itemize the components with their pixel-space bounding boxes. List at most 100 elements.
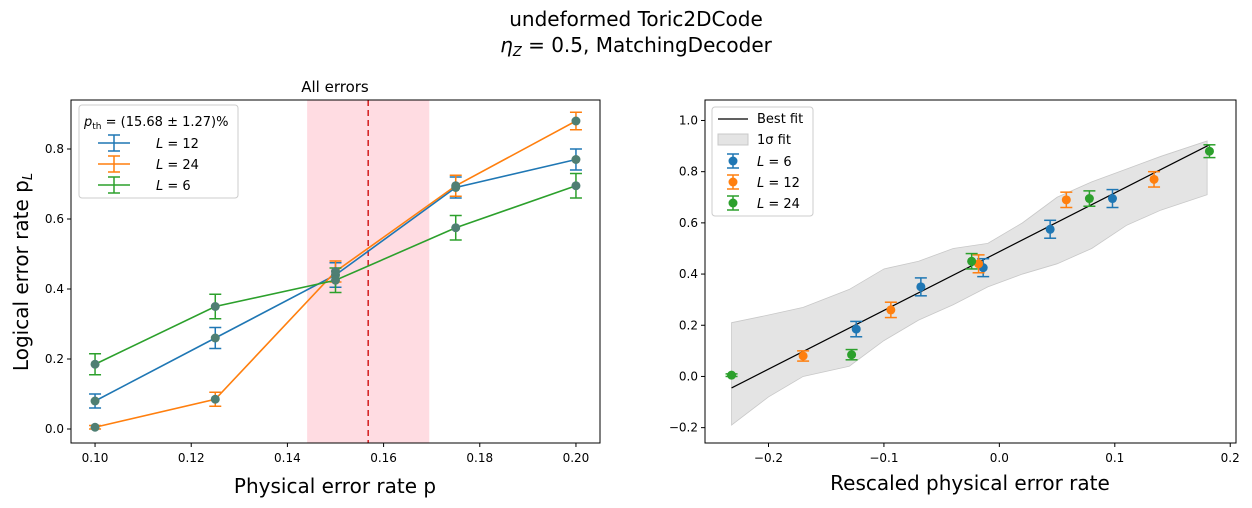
right-legend-label-var: L (757, 155, 764, 170)
right-ytick-label: 0.8 (679, 165, 698, 179)
left-ytick-label: 0.8 (45, 142, 64, 156)
left-data-point (210, 302, 220, 311)
figure-title-eta: η (500, 33, 513, 57)
right-legend-label-var: L (757, 176, 764, 191)
right-data-point (727, 370, 737, 380)
left-data-point (90, 359, 100, 369)
left-legend-box (78, 104, 239, 199)
left-x-axis: 0.10 0.12 0.14 0.16 0.18 0.20 (82, 443, 590, 465)
left-data-point (571, 181, 581, 191)
right-data-point (974, 259, 984, 269)
left-y-axis-label-main: Logical error rate p (9, 180, 33, 371)
left-axes-frame (70, 99, 601, 444)
right-legend-label-val: = 6 (764, 155, 791, 170)
right-xtick-label: 0.1 (1105, 451, 1124, 465)
left-legend-title-rest: = (15.68 ± 1.27)% (102, 115, 229, 130)
left-legend-label: L = 24 (156, 158, 199, 173)
right-legend-label: L = 12 (757, 176, 800, 191)
left-data-point (571, 116, 581, 126)
right-xtick-label: −0.2 (754, 451, 783, 465)
right-chart: −0.2 −0.1 0.0 0.1 0.2 −0.2 0.0 0.2 0.4 0.6 0.8 1.0… (669, 99, 1240, 495)
left-data-point (571, 155, 581, 164)
left-y-axis: 0.0 0.2 0.4 0.6 0.8 (45, 142, 71, 436)
right-legend-label-var: L (757, 197, 764, 212)
right-xtick-label: 0.0 (990, 451, 1009, 465)
left-legend-label-val: = 12 (163, 137, 199, 152)
right-legend-marker (728, 156, 738, 166)
right-legend-marker (728, 198, 738, 208)
left-xtick-label: 0.18 (466, 451, 493, 465)
right-data-point (1045, 224, 1055, 234)
right-axes-frame (704, 99, 1237, 444)
figure-title-line1: undeformed Toric2DCode (509, 7, 763, 31)
left-y-axis-label-sub: L (21, 173, 36, 180)
right-data-point (1061, 195, 1071, 205)
left-legend-title-p: p (83, 115, 92, 130)
right-legend-label: L = 6 (757, 155, 792, 170)
right-xtick-label: 0.2 (1221, 451, 1240, 465)
left-legend-items: L = 12L = 24L = 6 (98, 134, 199, 194)
left-legend-title-sub: th (92, 122, 101, 132)
left-data-point (451, 181, 461, 191)
left-data-point (331, 275, 340, 285)
left-xtick-label: 0.20 (563, 451, 590, 465)
right-legend-band-label: 1σ fit (757, 133, 791, 148)
right-data-point (1204, 146, 1214, 156)
right-data-point (1084, 194, 1094, 204)
best-fit-line (731, 144, 1210, 389)
right-series-0 (850, 188, 1119, 338)
right-data-point (886, 305, 896, 315)
right-legend-band-swatch (717, 133, 749, 146)
right-x-axis-label: Rescaled physical error rate (830, 471, 1110, 495)
right-ytick-label: 0.4 (679, 267, 698, 281)
left-ytick-label: 0.0 (45, 422, 64, 436)
right-xtick-label: −0.1 (869, 451, 898, 465)
left-ytick-label: 0.4 (45, 282, 64, 296)
right-ytick-label: −0.2 (669, 421, 698, 435)
right-data-point (847, 350, 857, 360)
left-legend-label-val: = 6 (163, 179, 190, 194)
right-ytick-label: 0.6 (679, 216, 698, 230)
right-legend-label-val: = 12 (764, 176, 800, 191)
left-chart-title: All errors (301, 78, 369, 96)
left-chart: All errors 0.10 0.12 0.14 0.16 0.18 0.20 0.00… (9, 78, 601, 498)
right-ytick-label: 0.2 (679, 318, 698, 332)
left-legend-label-val: = 24 (163, 158, 199, 173)
left-data-point (451, 223, 461, 233)
left-data-point (210, 394, 220, 404)
right-legend-label: L = 24 (757, 197, 800, 212)
left-legend-label-var: L (156, 137, 163, 152)
left-data-point (90, 396, 100, 406)
left-legend-label: L = 12 (156, 137, 199, 152)
left-legend-title: pth = (15.68 ± 1.27)% (83, 115, 228, 132)
left-data-point (331, 267, 340, 276)
right-plot-area (725, 140, 1216, 426)
right-legend-fit-label: Best fit (757, 112, 803, 127)
right-data-point (798, 351, 808, 361)
figure-title-rest: = 0.5, MatchingDecoder (522, 33, 773, 57)
right-data-point (851, 324, 861, 334)
left-legend: pth = (15.68 ± 1.27)% L = 12L = 24L = 6 (78, 104, 239, 199)
right-data-point (967, 256, 977, 266)
left-legend-label-var: L (156, 158, 163, 173)
right-data-point (1149, 174, 1159, 184)
left-xtick-label: 0.12 (178, 451, 205, 465)
left-legend-label: L = 6 (156, 179, 191, 194)
left-xtick-label: 0.16 (370, 451, 397, 465)
figure-title-eta-sub: Z (512, 45, 523, 60)
left-xtick-label: 0.10 (82, 451, 109, 465)
right-data-point (1107, 194, 1117, 204)
left-y-axis-label: Logical error rate pL (9, 173, 36, 371)
left-data-point (90, 422, 100, 432)
left-x-axis-label: Physical error rate p (234, 474, 436, 498)
right-ytick-label: 0.0 (679, 369, 698, 383)
right-series-2 (725, 144, 1216, 380)
left-xtick-label: 0.14 (274, 451, 301, 465)
right-legend-marker (728, 177, 738, 187)
left-data-point (210, 333, 220, 343)
right-series-1 (797, 170, 1161, 362)
left-legend-label-var: L (156, 179, 163, 194)
